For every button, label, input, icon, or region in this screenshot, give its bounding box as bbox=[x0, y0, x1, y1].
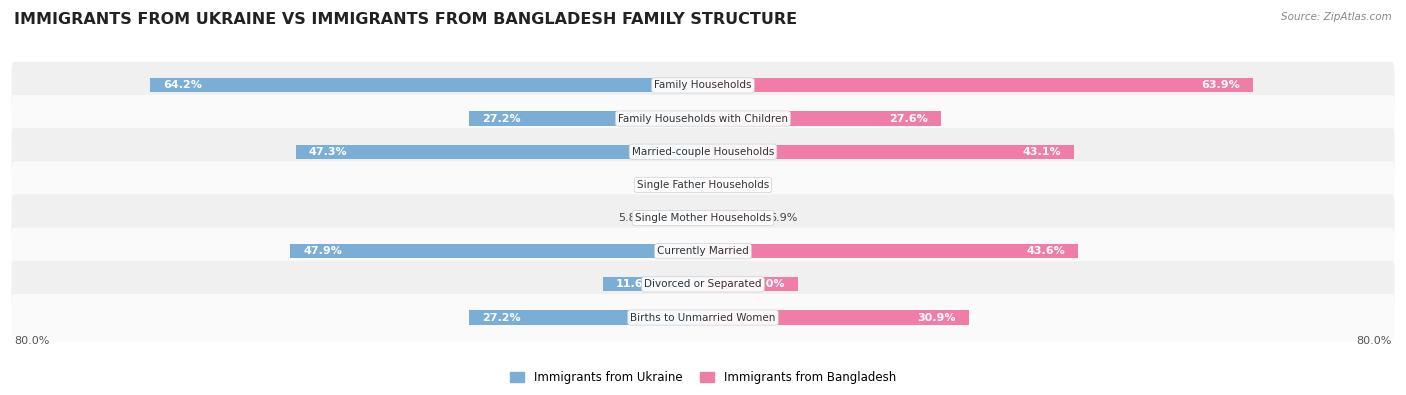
Text: 80.0%: 80.0% bbox=[14, 336, 49, 346]
Bar bbox=[703, 277, 797, 292]
Text: Married-couple Households: Married-couple Households bbox=[631, 147, 775, 157]
FancyBboxPatch shape bbox=[11, 261, 1395, 308]
Text: Divorced or Separated: Divorced or Separated bbox=[644, 279, 762, 290]
Text: 6.9%: 6.9% bbox=[769, 213, 797, 223]
Text: 80.0%: 80.0% bbox=[1357, 336, 1392, 346]
Text: Births to Unmarried Women: Births to Unmarried Women bbox=[630, 312, 776, 322]
Text: Single Father Households: Single Father Households bbox=[637, 180, 769, 190]
Bar bbox=[703, 211, 762, 225]
Text: 30.9%: 30.9% bbox=[918, 312, 956, 322]
Text: Family Households with Children: Family Households with Children bbox=[619, 113, 787, 124]
FancyBboxPatch shape bbox=[11, 194, 1395, 242]
Text: 63.9%: 63.9% bbox=[1202, 81, 1240, 90]
Text: 43.1%: 43.1% bbox=[1022, 147, 1062, 157]
Bar bbox=[468, 310, 703, 325]
Text: 2.1%: 2.1% bbox=[728, 180, 756, 190]
Text: 27.2%: 27.2% bbox=[482, 113, 520, 124]
Text: 27.2%: 27.2% bbox=[482, 312, 520, 322]
Text: 2.0%: 2.0% bbox=[651, 180, 679, 190]
Text: 11.6%: 11.6% bbox=[616, 279, 655, 290]
Text: 5.8%: 5.8% bbox=[617, 213, 647, 223]
Bar bbox=[703, 178, 721, 192]
Text: Single Mother Households: Single Mother Households bbox=[636, 213, 770, 223]
Text: 47.9%: 47.9% bbox=[304, 246, 342, 256]
Legend: Immigrants from Ukraine, Immigrants from Bangladesh: Immigrants from Ukraine, Immigrants from… bbox=[505, 367, 901, 389]
Text: 47.3%: 47.3% bbox=[308, 147, 347, 157]
Text: 64.2%: 64.2% bbox=[163, 81, 202, 90]
Text: Family Households: Family Households bbox=[654, 81, 752, 90]
Bar bbox=[652, 211, 703, 225]
Bar bbox=[603, 277, 703, 292]
Text: 43.6%: 43.6% bbox=[1026, 246, 1066, 256]
Text: 27.6%: 27.6% bbox=[889, 113, 928, 124]
FancyBboxPatch shape bbox=[11, 62, 1395, 109]
Bar bbox=[703, 310, 969, 325]
Bar bbox=[703, 244, 1078, 258]
Bar bbox=[295, 145, 703, 159]
Bar bbox=[686, 178, 703, 192]
FancyBboxPatch shape bbox=[11, 294, 1395, 341]
Bar bbox=[150, 78, 703, 92]
FancyBboxPatch shape bbox=[11, 161, 1395, 209]
Bar bbox=[468, 111, 703, 126]
Text: Currently Married: Currently Married bbox=[657, 246, 749, 256]
Bar bbox=[703, 111, 941, 126]
FancyBboxPatch shape bbox=[11, 95, 1395, 142]
Text: 11.0%: 11.0% bbox=[747, 279, 785, 290]
Bar bbox=[703, 145, 1074, 159]
Bar bbox=[291, 244, 703, 258]
Text: IMMIGRANTS FROM UKRAINE VS IMMIGRANTS FROM BANGLADESH FAMILY STRUCTURE: IMMIGRANTS FROM UKRAINE VS IMMIGRANTS FR… bbox=[14, 12, 797, 27]
FancyBboxPatch shape bbox=[11, 128, 1395, 175]
Bar bbox=[703, 78, 1253, 92]
Text: Source: ZipAtlas.com: Source: ZipAtlas.com bbox=[1281, 12, 1392, 22]
FancyBboxPatch shape bbox=[11, 228, 1395, 275]
